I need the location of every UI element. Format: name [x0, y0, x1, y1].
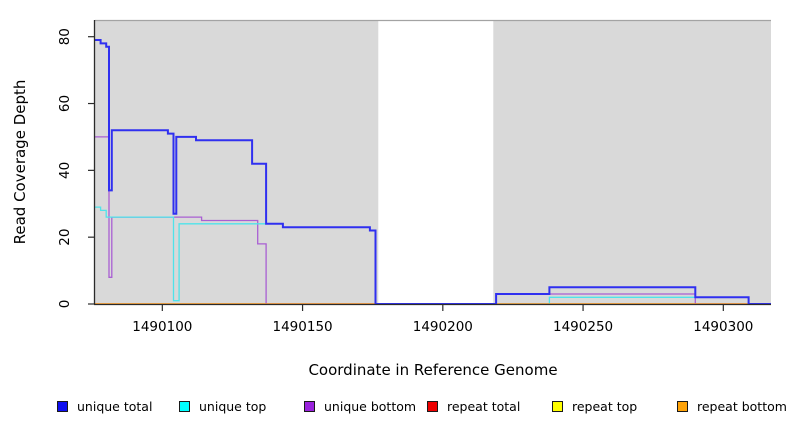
legend-label: repeat bottom: [697, 399, 787, 414]
legend-item-repeat-top: repeat top: [552, 399, 637, 414]
repeat-top-swatch-icon: [552, 401, 563, 412]
legend-label: unique total: [77, 399, 153, 414]
repeat-bottom-swatch-icon: [677, 401, 688, 412]
legend-item-unique-top: unique top: [179, 399, 266, 414]
legend-item-repeat-total: repeat total: [427, 399, 520, 414]
repeat-total-swatch-icon: [427, 401, 438, 412]
highlight-band: [378, 20, 494, 304]
unique-bottom-swatch-icon: [304, 401, 315, 412]
unique-top-swatch-icon: [179, 401, 190, 412]
unique-total-swatch-icon: [57, 401, 68, 412]
series-path-unique-total: [95, 39, 771, 305]
legend-item-unique-bottom: unique bottom: [304, 399, 416, 414]
series-path-unique-bottom: [95, 136, 771, 305]
y-tick-label: 60: [57, 95, 73, 112]
legend: unique total unique top unique bottom re…: [0, 399, 792, 419]
x-tick-label: 1490150: [273, 319, 333, 335]
y-tick-label: 0: [57, 300, 73, 309]
y-tick-label: 80: [57, 28, 73, 45]
x-axis-title: Coordinate in Reference Genome: [308, 361, 558, 379]
legend-label: repeat total: [447, 399, 521, 414]
coverage-chart: 1490100 1490150 1490200 1490250 1490300 0 20 40…: [57, 19, 771, 335]
y-tick-label: 20: [57, 229, 73, 246]
legend-label: unique bottom: [324, 399, 417, 414]
legend-label: repeat top: [572, 399, 638, 414]
y-axis-title: Read Coverage Depth: [11, 79, 29, 245]
legend-label: unique top: [199, 399, 267, 414]
x-tick-label: 1490100: [132, 319, 192, 335]
legend-item-repeat-bottom: repeat bottom: [677, 399, 787, 414]
x-tick-label: 1490200: [413, 319, 473, 335]
legend-item-unique-total: unique total: [57, 399, 152, 414]
x-tick-label: 1490250: [553, 319, 613, 335]
x-tick-label: 1490300: [693, 319, 753, 335]
y-tick-label: 40: [57, 162, 73, 179]
